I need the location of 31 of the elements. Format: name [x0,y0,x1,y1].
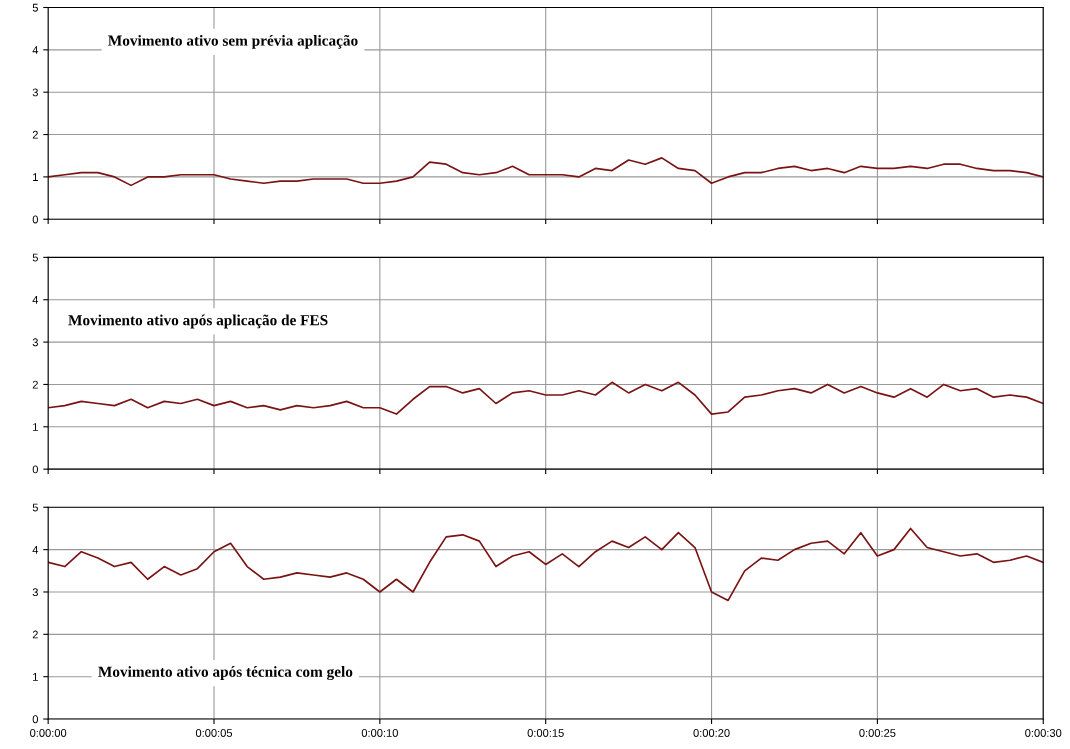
y-tick-label: 3 [32,338,38,347]
y-tick-label: 5 [32,503,38,512]
x-tick-label: 0:00:30 [1025,729,1062,737]
x-tick-label: 0:00:20 [693,729,730,737]
annotation: Movimento ativo após aplicação de FES [68,314,328,329]
y-tick-label: 4 [32,296,39,304]
x-tick-label: 0:00:05 [195,729,233,737]
x-tick-label: 0:00:25 [859,729,896,737]
annotation: Movimento ativo sem prévia aplicação [108,34,358,49]
y-tick-label: 5 [32,253,38,262]
y-tick-label: 0 [32,215,38,224]
y-tick-label: 2 [32,630,38,639]
x-tick-label: 0:00:15 [527,729,564,737]
y-tick-label: 0 [32,715,38,724]
y-tick-label: 3 [32,588,38,597]
y-tick-label: 2 [32,130,38,139]
y-tick-label: 4 [32,546,39,554]
y-tick-label: 1 [33,423,38,431]
y-tick-label: 5 [32,3,38,12]
line-series [48,381,1044,415]
annotation: Movimento ativo após técnica com gelo [98,666,353,681]
x-tick-label: 0:00:00 [30,729,67,737]
x-tick-label: 0:00:10 [361,729,398,737]
y-tick-label: 2 [32,380,38,389]
y-tick-label: 4 [32,46,39,54]
line-series [48,157,1044,187]
line-series [48,527,1044,602]
y-tick-label: 1 [33,173,38,181]
y-tick-label: 3 [32,88,38,97]
y-tick-label: 1 [33,673,38,681]
y-tick-label: 0 [32,465,38,474]
